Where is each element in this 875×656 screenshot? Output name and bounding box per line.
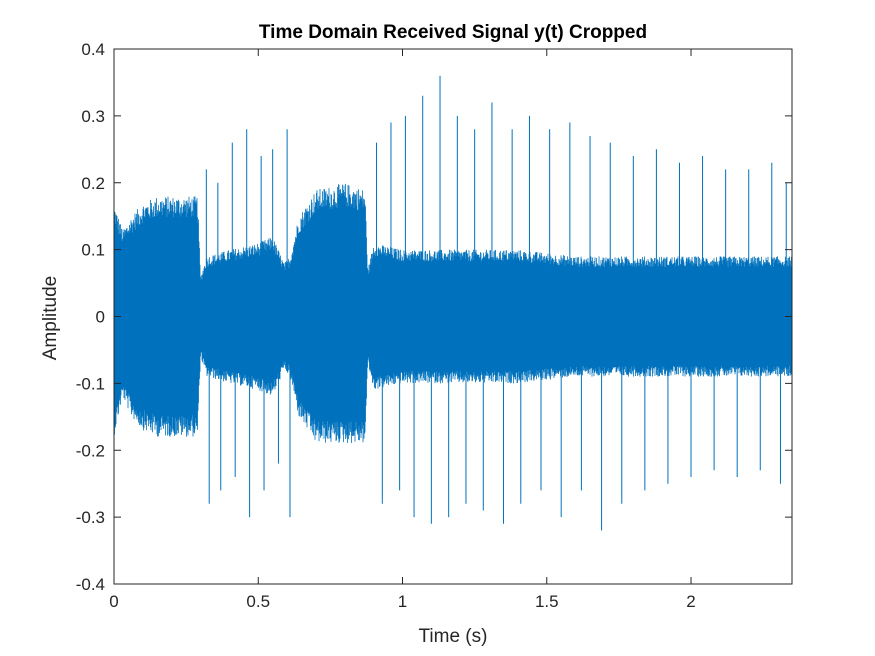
y-tick-label: -0.4	[76, 575, 105, 594]
x-tick-label: 0.5	[246, 592, 270, 611]
y-tick-label: 0	[96, 308, 105, 327]
y-tick-label: 0.3	[81, 107, 105, 126]
x-tick-label: 2	[686, 592, 695, 611]
y-axis-title: Amplitude	[40, 276, 61, 361]
chart-title: Time Domain Received Signal y(t) Cropped	[259, 22, 647, 43]
x-tick-label: 0	[109, 592, 118, 611]
y-tick-label: 0.4	[81, 40, 105, 59]
signal-layer	[113, 75, 793, 531]
axis-ticks: 0 0.5 1 1.5 2 -0.4 -0.3 -0.2 -0.1 0 0.1 0.2 0.3 0.4	[76, 40, 792, 611]
y-tick-label: 0.1	[81, 241, 105, 260]
x-tick-label: 1	[398, 592, 407, 611]
y-tick-label: -0.3	[76, 508, 105, 527]
y-tick-label: -0.1	[76, 374, 105, 393]
x-tick-label: 1.5	[535, 592, 559, 611]
y-tick-label: -0.2	[76, 441, 105, 460]
x-axis-title: Time (s)	[419, 626, 488, 647]
axes-box	[113, 48, 793, 585]
y-tick-label: 0.2	[81, 174, 105, 193]
